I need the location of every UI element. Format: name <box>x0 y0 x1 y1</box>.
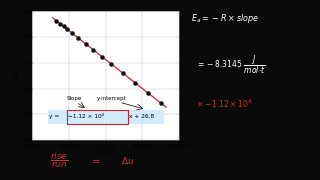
Text: $\times\ {-1.12}\times 10^4$: $\times\ {-1.12}\times 10^4$ <box>196 98 253 110</box>
Text: x + 26.8: x + 26.8 <box>129 114 155 119</box>
Point <box>120 71 125 74</box>
Point <box>54 19 59 22</box>
Point <box>57 22 62 25</box>
Point <box>100 55 105 58</box>
Text: $\dfrac{rise}{run}$: $\dfrac{rise}{run}$ <box>51 150 69 170</box>
Point <box>61 25 66 28</box>
Text: −1.12 × 10⁴: −1.12 × 10⁴ <box>68 114 104 119</box>
Point <box>158 102 164 105</box>
Text: Slope: Slope <box>66 96 82 101</box>
FancyBboxPatch shape <box>48 110 164 124</box>
Point <box>146 92 151 95</box>
Text: $\Delta u$: $\Delta u$ <box>121 155 134 166</box>
Text: $= -8.3145\ \dfrac{J}{mol{\cdot}t}$: $= -8.3145\ \dfrac{J}{mol{\cdot}t}$ <box>196 54 266 76</box>
Y-axis label: ln k: ln k <box>15 70 20 81</box>
Text: y-intercept: y-intercept <box>97 96 126 101</box>
Point <box>132 81 138 84</box>
Point <box>70 32 75 35</box>
Text: y =: y = <box>49 114 61 119</box>
Point <box>83 42 88 45</box>
Text: =: = <box>92 157 100 167</box>
X-axis label: 1/T (K): 1/T (K) <box>95 150 116 155</box>
Point <box>91 48 96 51</box>
Point <box>109 63 114 66</box>
Text: $E_a = -\,R \times slope$: $E_a = -\,R \times slope$ <box>191 12 259 25</box>
Point <box>65 28 70 31</box>
Point <box>76 37 81 39</box>
